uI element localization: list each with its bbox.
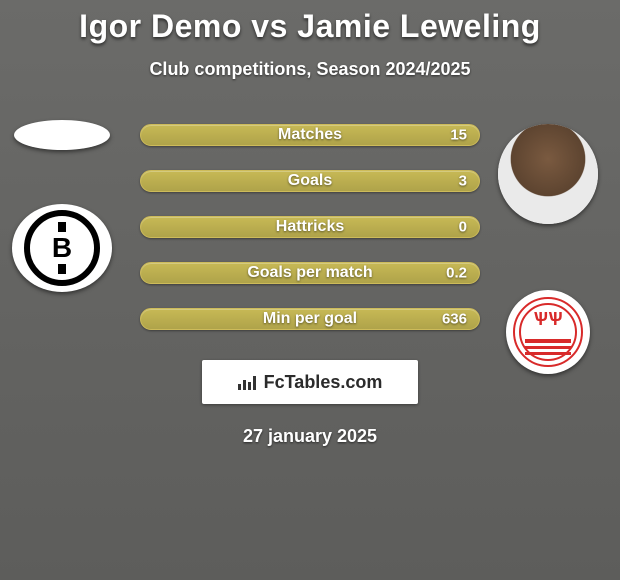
stat-label: Goals per match bbox=[247, 264, 372, 282]
stat-label: Hattricks bbox=[276, 218, 344, 236]
player-photo-icon bbox=[498, 124, 598, 224]
player-silhouette-icon bbox=[14, 120, 110, 150]
left-column: B bbox=[12, 120, 112, 292]
stat-value-right: 636 bbox=[442, 311, 467, 328]
bar-chart-icon bbox=[238, 374, 258, 390]
stat-label: Goals bbox=[288, 172, 332, 190]
stat-label: Matches bbox=[278, 126, 342, 144]
page-title: Igor Demo vs Jamie Leweling bbox=[0, 0, 620, 45]
stat-row-matches: Matches 15 bbox=[140, 124, 480, 146]
player-photo-right bbox=[498, 124, 598, 224]
stat-value-right: 0.2 bbox=[446, 265, 467, 282]
club-badge-left: B bbox=[12, 204, 112, 292]
brand-text: FcTables.com bbox=[264, 372, 383, 393]
stat-value-right: 15 bbox=[450, 127, 467, 144]
stat-row-goals: Goals 3 bbox=[140, 170, 480, 192]
stat-label: Min per goal bbox=[263, 310, 357, 328]
vfb-stuttgart-badge-icon: ѰѰ bbox=[513, 297, 583, 367]
brand-badge: FcTables.com bbox=[202, 360, 418, 404]
gladbach-badge-icon: B bbox=[24, 210, 100, 286]
stat-value-right: 0 bbox=[459, 219, 467, 236]
stat-row-goals-per-match: Goals per match 0.2 bbox=[140, 262, 480, 284]
club-badge-right: ѰѰ bbox=[506, 290, 590, 374]
stat-row-hattricks: Hattricks 0 bbox=[140, 216, 480, 238]
comparison-card: Igor Demo vs Jamie Leweling Club competi… bbox=[0, 0, 620, 580]
stat-row-min-per-goal: Min per goal 636 bbox=[140, 308, 480, 330]
stat-value-right: 3 bbox=[459, 173, 467, 190]
subtitle: Club competitions, Season 2024/2025 bbox=[0, 59, 620, 80]
right-column: ѰѰ bbox=[498, 124, 598, 374]
date-label: 27 january 2025 bbox=[0, 426, 620, 447]
